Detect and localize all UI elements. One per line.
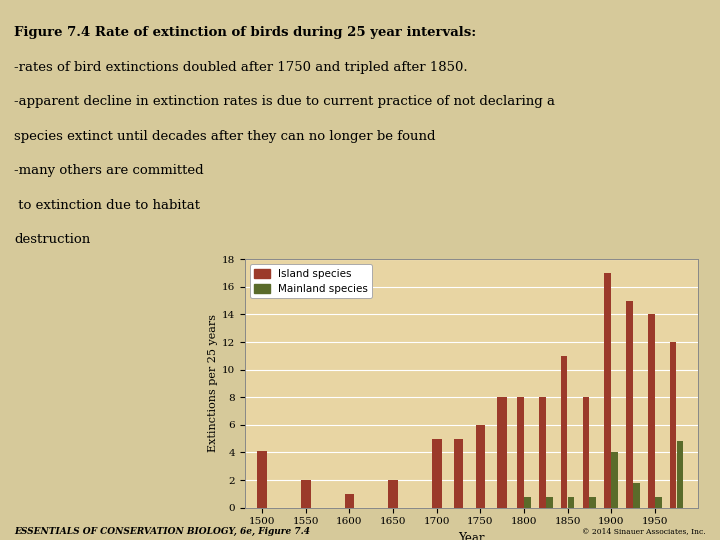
- Text: to extinction due to habitat: to extinction due to habitat: [14, 199, 200, 212]
- Bar: [604, 273, 611, 508]
- Bar: [454, 438, 463, 508]
- Bar: [388, 480, 398, 508]
- X-axis label: Year: Year: [459, 532, 485, 540]
- Bar: [432, 438, 441, 508]
- Bar: [301, 480, 310, 508]
- Legend: Island species, Mainland species: Island species, Mainland species: [250, 265, 372, 299]
- Bar: [517, 397, 524, 508]
- Bar: [590, 497, 596, 508]
- Bar: [524, 497, 531, 508]
- Bar: [582, 397, 589, 508]
- Bar: [648, 314, 654, 508]
- Bar: [475, 425, 485, 508]
- Bar: [539, 397, 546, 508]
- Text: species extinct until decades after they can no longer be found: species extinct until decades after they…: [14, 130, 436, 143]
- Text: Figure 7.4 Rate of extinction of birds during 25 year intervals:: Figure 7.4 Rate of extinction of birds d…: [14, 26, 477, 39]
- Bar: [258, 451, 267, 508]
- Bar: [626, 301, 633, 508]
- Bar: [611, 453, 618, 508]
- Text: -many others are committed: -many others are committed: [14, 164, 204, 177]
- Bar: [677, 441, 683, 508]
- Text: -rates of bird extinctions doubled after 1750 and tripled after 1850.: -rates of bird extinctions doubled after…: [14, 61, 468, 74]
- Bar: [633, 483, 640, 508]
- Bar: [670, 342, 677, 508]
- Bar: [655, 497, 662, 508]
- Text: © 2014 Sinauer Associates, Inc.: © 2014 Sinauer Associates, Inc.: [582, 528, 706, 536]
- Bar: [498, 397, 507, 508]
- Bar: [546, 497, 552, 508]
- Bar: [567, 497, 575, 508]
- Bar: [345, 494, 354, 508]
- Text: ESSENTIALS OF CONSERVATION BIOLOGY, 6e, Figure 7.4: ESSENTIALS OF CONSERVATION BIOLOGY, 6e, …: [14, 526, 310, 536]
- Text: -apparent decline in extinction rates is due to current practice of not declarin: -apparent decline in extinction rates is…: [14, 95, 555, 108]
- Bar: [561, 356, 567, 508]
- Y-axis label: Extinctions per 25 years: Extinctions per 25 years: [207, 314, 217, 453]
- Text: destruction: destruction: [14, 233, 91, 246]
